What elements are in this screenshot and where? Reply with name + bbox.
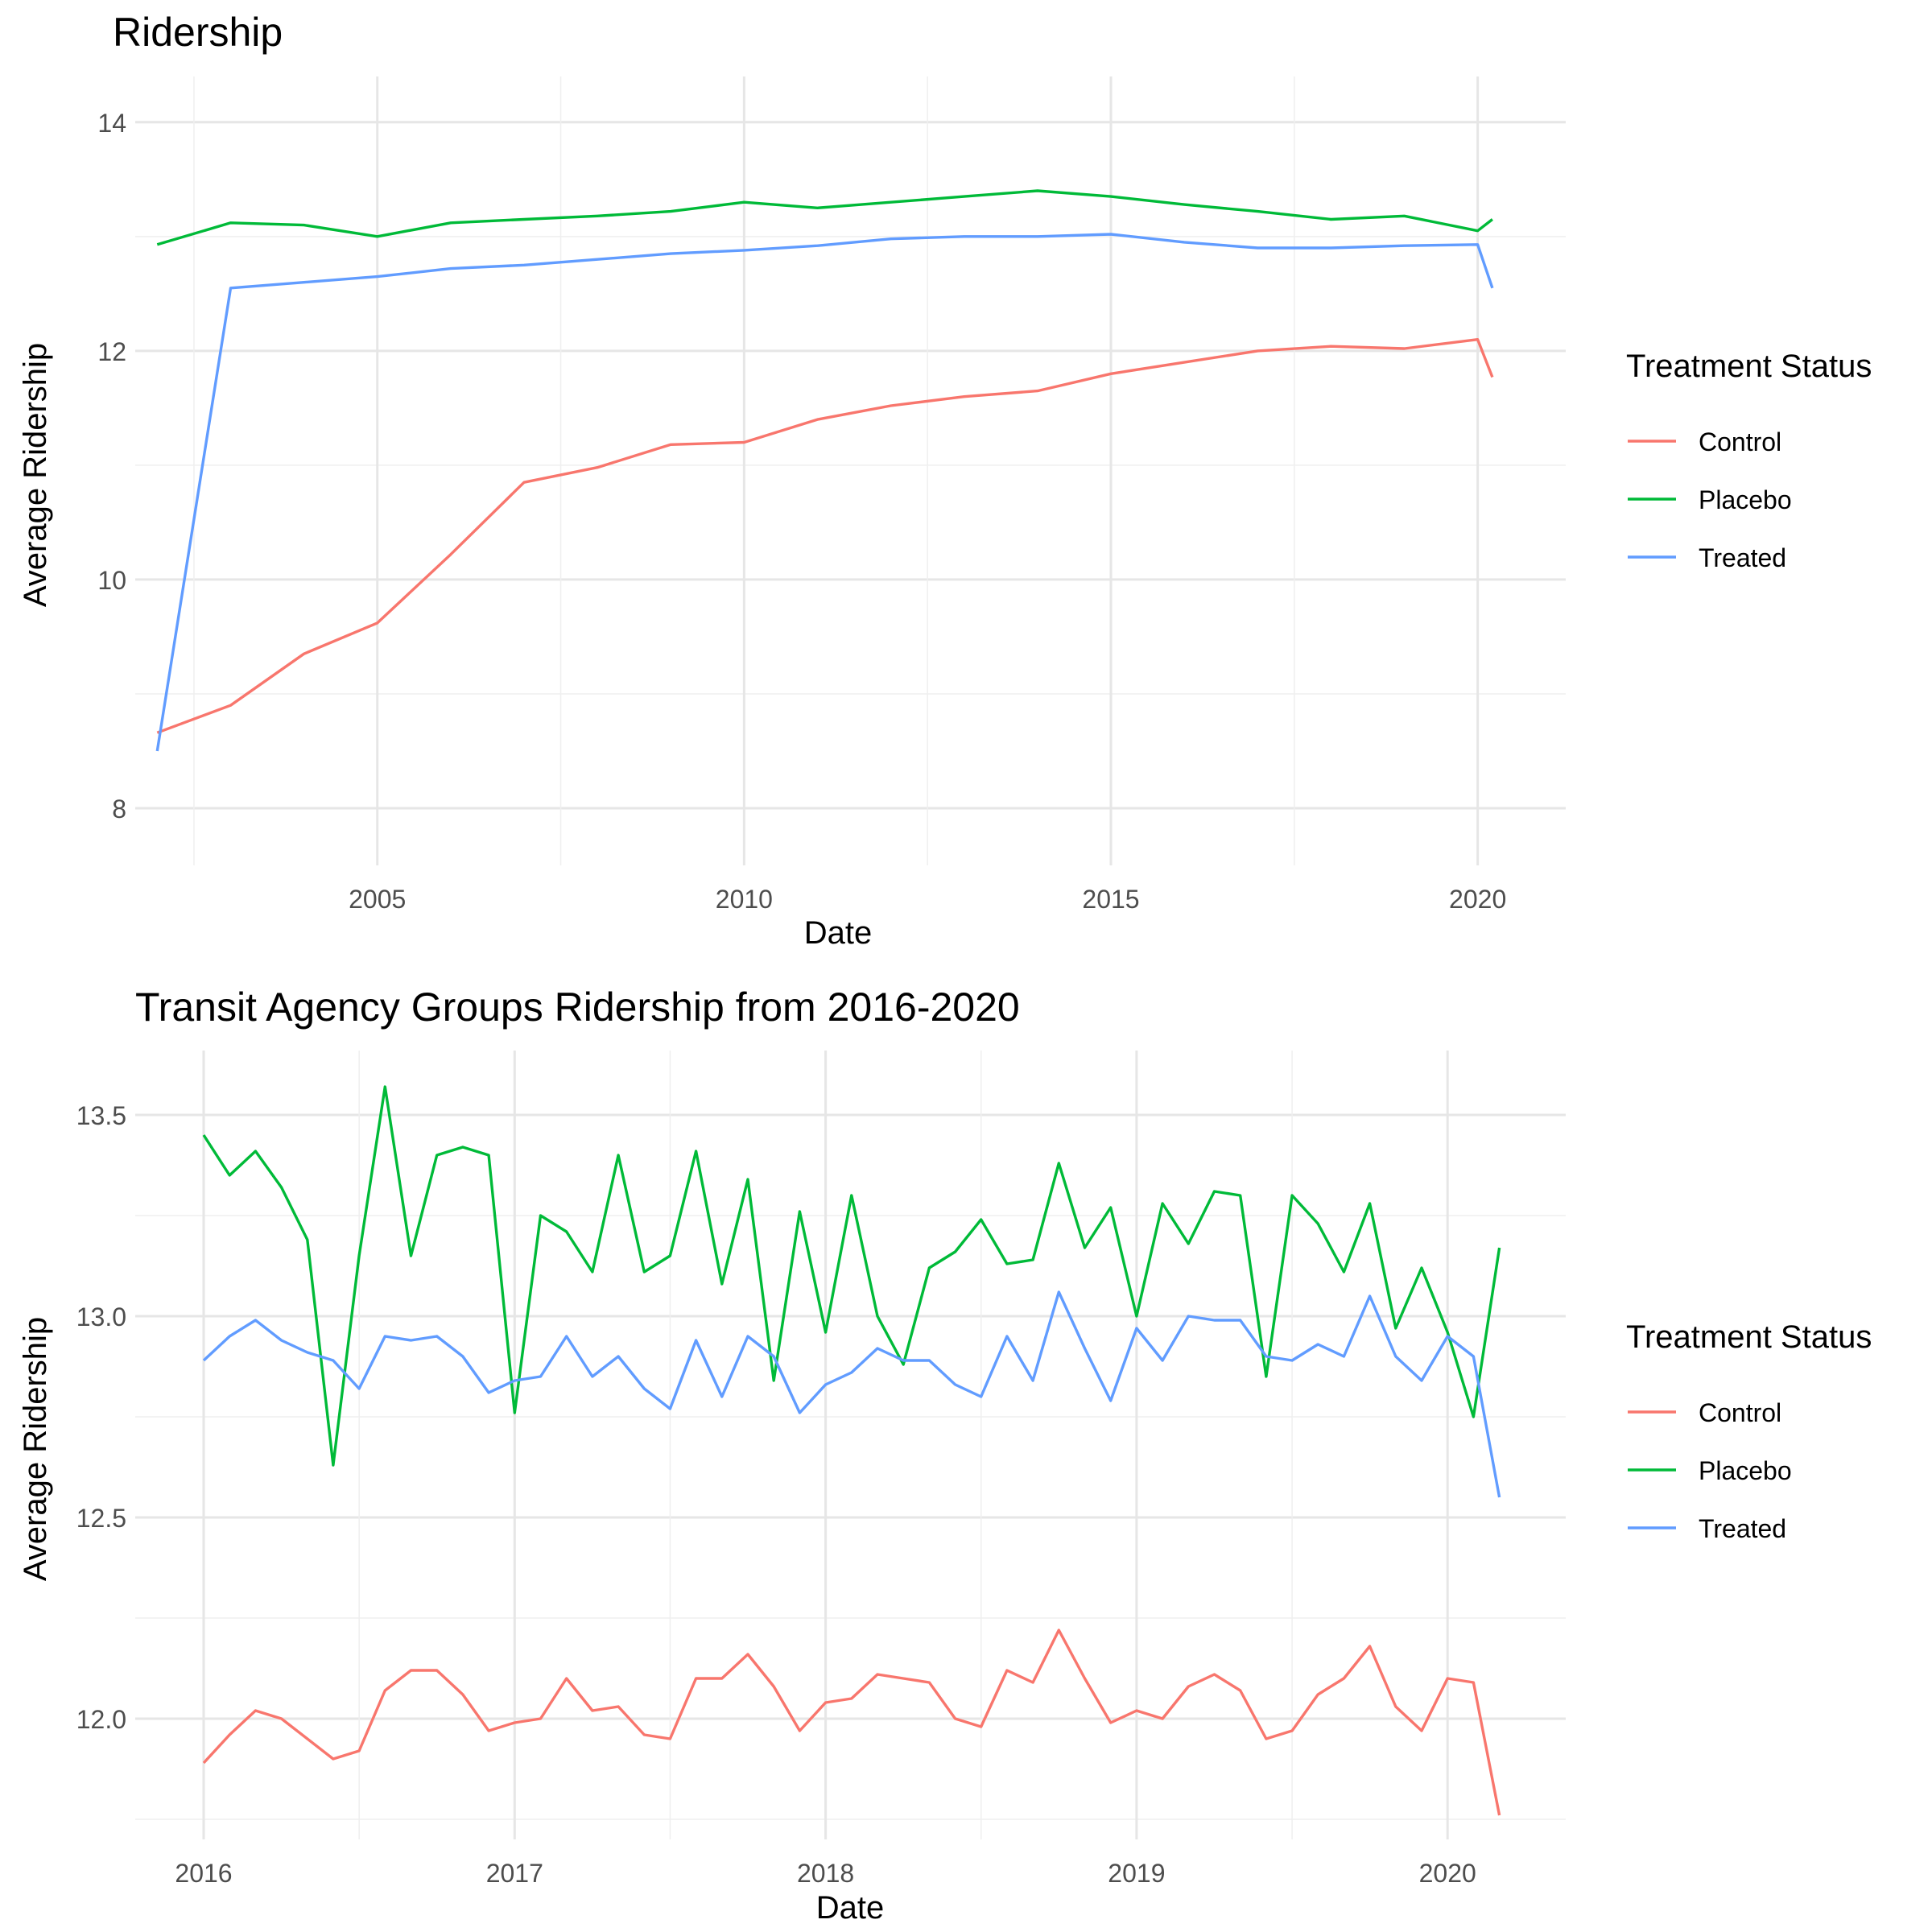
- legend-label-control: Control: [1699, 427, 1781, 456]
- x-tick-label: 2010: [716, 885, 773, 914]
- y-tick-label: 12.0: [76, 1705, 126, 1734]
- legend: Treatment Status Control Placebo Treated: [1626, 349, 1872, 572]
- legend-title: Treatment Status: [1626, 1319, 1872, 1355]
- y-tick-label: 12: [97, 337, 126, 366]
- x-tick-label: 2018: [797, 1859, 854, 1888]
- y-tick-label: 12.5: [76, 1504, 126, 1533]
- x-tick-label: 2015: [1082, 885, 1139, 914]
- tick-labels: 12.0 12.5 13.0 13.5 2016 2017 2018 2019 2020: [76, 1101, 1476, 1888]
- series-line-treated: [155, 233, 1494, 752]
- y-axis-label: Average Ridership: [18, 343, 53, 607]
- chart-ridership: Ridership 8 10 12 14 2005 2010 2015 2020 Date A…: [18, 10, 1872, 951]
- x-tick-label: 2017: [486, 1859, 543, 1888]
- series-line-placebo: [202, 1085, 1501, 1467]
- x-axis-label: Date: [816, 1890, 885, 1926]
- series-lines: [155, 189, 1494, 752]
- y-tick-label: 13.5: [76, 1101, 126, 1130]
- chart-transit-agency-groups: Transit Agency Groups Ridership from 201…: [18, 985, 1872, 1926]
- legend-label-treated: Treated: [1699, 1514, 1786, 1543]
- legend-label-treated: Treated: [1699, 543, 1786, 572]
- x-tick-label: 2005: [349, 885, 406, 914]
- series-line-control: [156, 338, 1494, 734]
- legend-label-placebo: Placebo: [1699, 485, 1792, 514]
- y-axis-label: Average Ridership: [18, 1317, 53, 1581]
- tick-labels: 8 10 12 14 2005 2010 2015 2020: [97, 109, 1506, 914]
- x-axis-label: Date: [804, 915, 873, 951]
- x-tick-label: 2016: [175, 1859, 232, 1888]
- legend-title: Treatment Status: [1626, 349, 1872, 384]
- x-tick-label: 2020: [1449, 885, 1506, 914]
- series-line-control: [202, 1629, 1501, 1816]
- x-tick-label: 2019: [1108, 1859, 1165, 1888]
- legend-label-control: Control: [1699, 1398, 1781, 1427]
- chart-title: Ridership: [113, 10, 283, 55]
- chart-title: Transit Agency Groups Ridership from 201…: [135, 985, 1020, 1030]
- series-line-treated: [202, 1290, 1501, 1498]
- y-tick-label: 8: [112, 795, 126, 824]
- series-lines: [202, 1085, 1501, 1816]
- y-tick-label: 10: [97, 566, 126, 595]
- y-tick-label: 13.0: [76, 1302, 126, 1331]
- y-tick-label: 14: [97, 109, 126, 138]
- legend: Treatment Status Control Placebo Treated: [1626, 1319, 1872, 1543]
- legend-label-placebo: Placebo: [1699, 1456, 1792, 1485]
- grid: [135, 1051, 1566, 1839]
- grid: [135, 76, 1566, 865]
- x-tick-label: 2020: [1419, 1859, 1476, 1888]
- series-line-placebo: [156, 189, 1493, 246]
